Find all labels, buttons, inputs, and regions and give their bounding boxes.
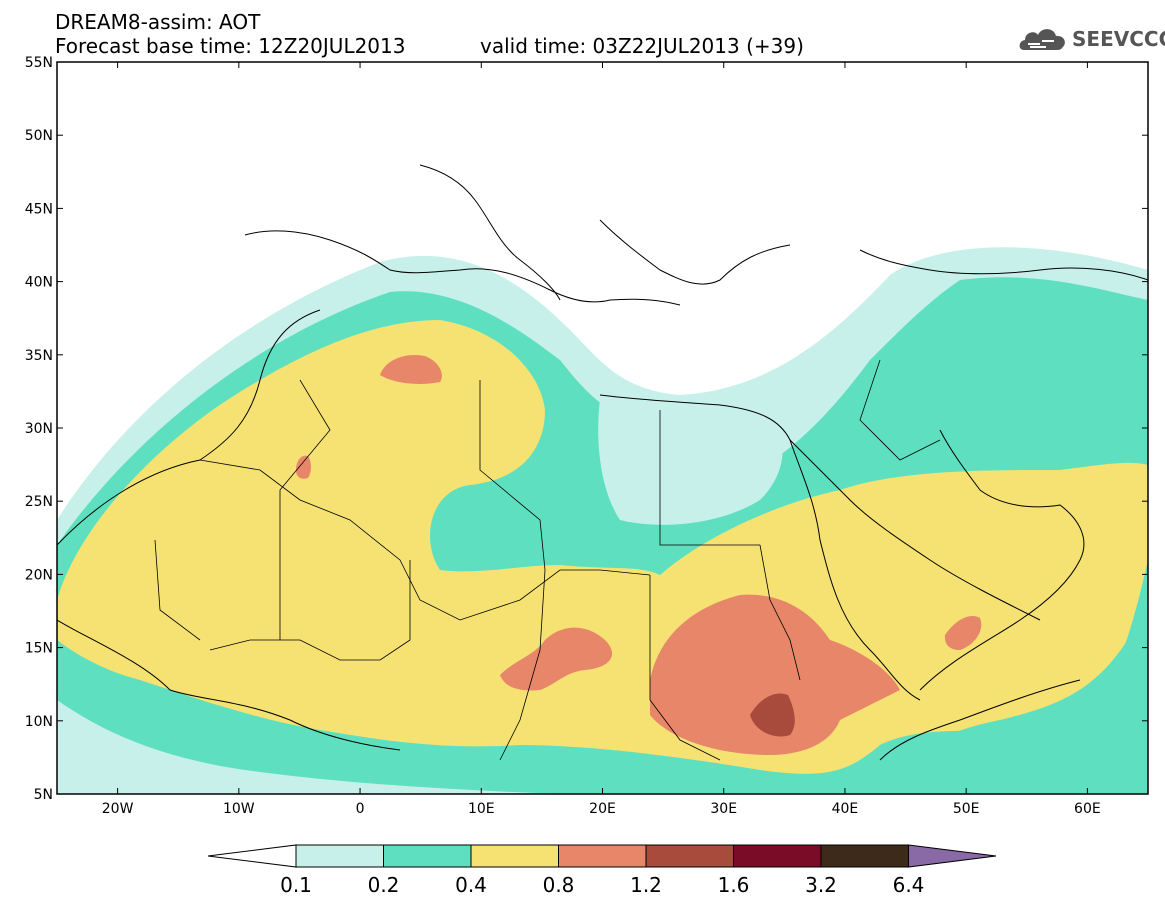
lon-label: 40E bbox=[832, 801, 859, 817]
colorbar-level-label: 1.2 bbox=[630, 873, 662, 897]
cloud-icon bbox=[1019, 29, 1065, 50]
forecast-base-time: Forecast base time: 12Z20JUL2013 bbox=[55, 34, 406, 58]
colorbar-level-label: 0.2 bbox=[368, 873, 400, 897]
lat-label: 20N bbox=[25, 567, 53, 583]
lat-label: 5N bbox=[34, 787, 53, 803]
lon-label: 10E bbox=[468, 801, 495, 817]
logo-text: SEEVCCC bbox=[1072, 27, 1165, 51]
lon-label: 30E bbox=[710, 801, 737, 817]
colorbar-swatch-7 bbox=[820, 844, 909, 868]
map-title: DREAM8-assim: AOT bbox=[55, 10, 261, 34]
lat-label: 40N bbox=[25, 275, 53, 291]
country-borders bbox=[154, 359, 941, 761]
colorbar-swatch-4 bbox=[558, 844, 647, 868]
lat-label: 25N bbox=[25, 494, 53, 510]
aot-hotspot-yemen bbox=[944, 615, 982, 650]
aot-contour-0.1-egypt bbox=[598, 398, 783, 525]
latitude-axis: 55N 50N 45N 40N 35N 30N 25N 20N 15N 10N 5N bbox=[25, 55, 1148, 803]
colorbar-below-triangle bbox=[207, 844, 297, 868]
valid-time: valid time: 03Z22JUL2013 (+39) bbox=[480, 34, 804, 58]
colorbar-swatch-5 bbox=[645, 844, 734, 868]
colorbar-swatch-1 bbox=[295, 844, 384, 868]
longitude-axis: 20W 10W 0 10E 20E 30E 40E 50E 60E bbox=[102, 62, 1101, 817]
aot-field bbox=[57, 62, 1148, 794]
aot-contour-0.2-east bbox=[880, 600, 1148, 794]
lat-label: 15N bbox=[25, 641, 53, 657]
aot-contour-0.1-south bbox=[57, 700, 560, 794]
aot-peak-sudan bbox=[750, 693, 795, 737]
colorbar: 0.1 0.2 0.4 0.8 1.2 1.6 3.2 6.4 bbox=[207, 844, 997, 897]
aot-hotspot-sudan bbox=[650, 594, 900, 755]
colorbar-swatch-2 bbox=[383, 844, 472, 868]
lat-label: 55N bbox=[25, 55, 53, 71]
colorbar-level-label: 1.6 bbox=[718, 873, 750, 897]
colorbar-level-label: 6.4 bbox=[893, 873, 925, 897]
lon-label: 60E bbox=[1074, 801, 1101, 817]
aot-hotspot-chad bbox=[500, 627, 613, 691]
aot-hotspot-algeria bbox=[380, 354, 442, 384]
colorbar-level-label: 0.4 bbox=[455, 873, 487, 897]
lat-label: 50N bbox=[25, 128, 53, 144]
colorbar-level-label: 3.2 bbox=[805, 873, 837, 897]
lon-label: 10W bbox=[223, 801, 255, 817]
aot-contour-0.4 bbox=[57, 320, 1148, 774]
colorbar-level-label: 0.8 bbox=[543, 873, 575, 897]
seevccc-logo: SEEVCCC bbox=[1016, 22, 1165, 56]
lat-label: 10N bbox=[25, 714, 53, 730]
colorbar-swatch-6 bbox=[733, 844, 822, 868]
colorbar-above-triangle bbox=[908, 844, 997, 868]
lon-label: 0 bbox=[356, 801, 365, 817]
lat-label: 30N bbox=[25, 421, 53, 437]
colorbar-level-label: 0.1 bbox=[280, 873, 312, 897]
lon-label: 20W bbox=[102, 801, 134, 817]
coastlines bbox=[57, 164, 1148, 761]
lon-label: 50E bbox=[953, 801, 980, 817]
lon-label: 20E bbox=[589, 801, 616, 817]
aot-contour-0.2-south bbox=[57, 640, 830, 794]
aot-hotspot-mauritania bbox=[296, 455, 311, 479]
colorbar-swatch-3 bbox=[470, 844, 559, 868]
lat-label: 45N bbox=[25, 201, 53, 217]
lat-label: 35N bbox=[25, 348, 53, 364]
